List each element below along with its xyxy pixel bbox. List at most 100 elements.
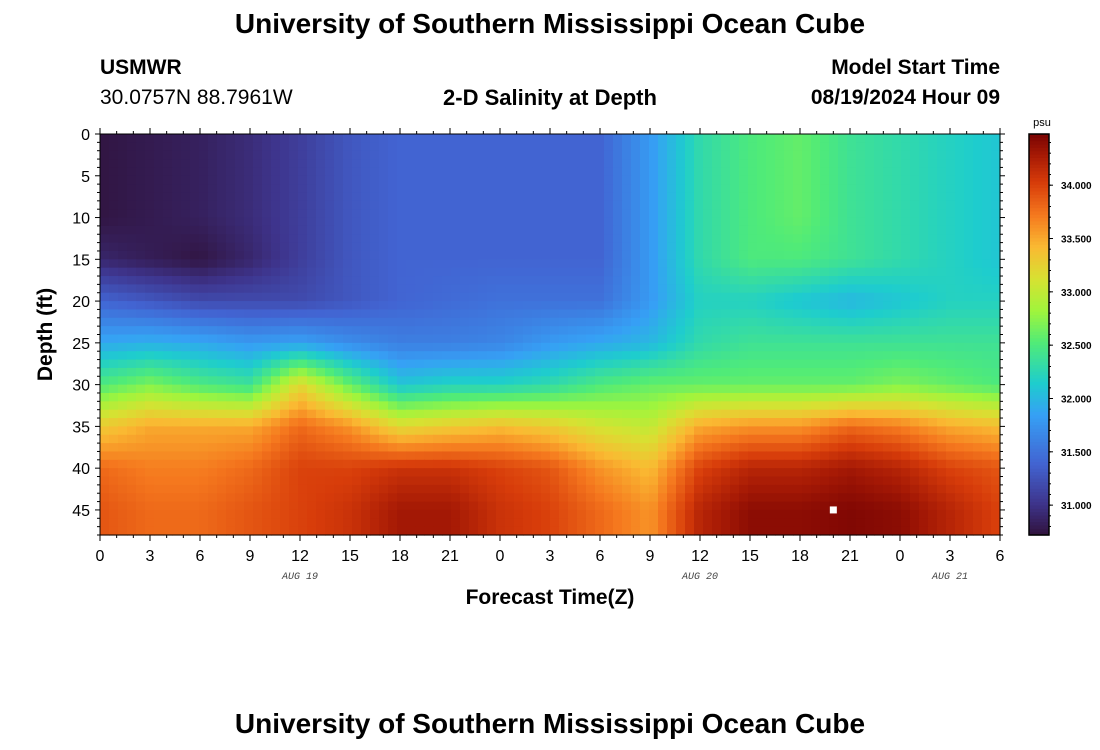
heatmap-cell (820, 292, 830, 302)
heatmap-cell (226, 217, 236, 227)
heatmap-cell (667, 526, 677, 536)
heatmap-cell (865, 292, 875, 302)
heatmap-cell (550, 518, 560, 528)
heatmap-cell (928, 359, 938, 369)
heatmap-cell (595, 476, 605, 486)
heatmap-cell (208, 401, 218, 411)
heatmap-cell (316, 217, 326, 227)
heatmap-cell (802, 192, 812, 202)
heatmap-cell (244, 276, 254, 285)
heatmap-cell (568, 234, 578, 244)
heatmap-cell (289, 392, 299, 402)
heatmap-cell (433, 359, 443, 369)
heatmap-cell (892, 276, 902, 285)
heatmap-cell (370, 250, 380, 260)
heatmap-cell (667, 501, 677, 511)
heatmap-cell (172, 509, 182, 519)
heatmap-cell (208, 134, 218, 143)
heatmap-cell (154, 334, 164, 344)
heatmap-cell (406, 159, 416, 169)
heatmap-cell (280, 367, 290, 377)
heatmap-cell (829, 159, 839, 169)
heatmap-cell (505, 250, 515, 260)
heatmap-cell (748, 292, 758, 302)
heatmap-cell (613, 518, 623, 528)
heatmap-cell (559, 159, 569, 169)
heatmap-cell (658, 301, 668, 311)
heatmap-cell (181, 434, 191, 444)
heatmap-cell (658, 250, 668, 260)
heatmap-cell (874, 526, 884, 536)
heatmap-cell (379, 334, 389, 344)
heatmap-cell (856, 326, 866, 336)
heatmap-cell (514, 367, 524, 377)
heatmap-cell (883, 392, 893, 402)
heatmap-cell (703, 418, 713, 427)
heatmap-cell (487, 175, 497, 185)
heatmap-cell (496, 367, 506, 377)
heatmap-cell (316, 334, 326, 344)
heatmap-cell (469, 267, 479, 277)
heatmap-cell (424, 426, 434, 436)
heatmap-cell (343, 134, 353, 143)
heatmap-cell (334, 401, 344, 411)
heatmap-cell (163, 209, 173, 219)
heatmap-cell (505, 501, 515, 511)
heatmap-cell (721, 209, 731, 219)
heatmap-cell (226, 418, 236, 427)
heatmap-cell (199, 301, 209, 311)
heatmap-cell (388, 267, 398, 277)
heatmap-cell (739, 493, 749, 503)
heatmap-cell (226, 468, 236, 478)
heatmap-cell (352, 259, 362, 269)
heatmap-cell (910, 175, 920, 185)
heatmap-cell (262, 159, 272, 169)
heatmap-cell (865, 493, 875, 503)
heatmap-cell (802, 292, 812, 302)
heatmap-cell (253, 284, 263, 294)
heatmap-cell (604, 309, 614, 319)
heatmap-cell (181, 351, 191, 361)
heatmap-cell (514, 250, 524, 260)
heatmap-cell (307, 267, 317, 277)
heatmap-cell (397, 484, 407, 494)
heatmap-cell (658, 234, 668, 244)
heatmap-cell (892, 242, 902, 252)
heatmap-cell (145, 150, 155, 160)
heatmap-cell (820, 225, 830, 235)
heatmap-cell (775, 384, 785, 394)
heatmap-cell (730, 359, 740, 369)
heatmap-cell (442, 184, 452, 194)
heatmap-cell (190, 459, 200, 469)
heatmap-cell (424, 484, 434, 494)
heatmap-cell (577, 468, 587, 478)
heatmap-cell (586, 351, 596, 361)
heatmap-cell (442, 234, 452, 244)
heatmap-cell (784, 301, 794, 311)
heatmap-cell (730, 259, 740, 269)
heatmap-cell (649, 192, 659, 202)
station-id: USMWR (100, 56, 182, 79)
heatmap-cell (541, 317, 551, 327)
heatmap-cell (622, 476, 632, 486)
heatmap-cell (892, 134, 902, 143)
heatmap-cell (424, 317, 434, 327)
heatmap-cell (469, 493, 479, 503)
heatmap-cell (901, 200, 911, 210)
heatmap-cell (496, 376, 506, 386)
heatmap-cell (145, 225, 155, 235)
heatmap-cell (856, 209, 866, 219)
heatmap-cell (460, 509, 470, 519)
heatmap-cell (730, 250, 740, 260)
heatmap-cell (937, 317, 947, 327)
heatmap-cell (766, 284, 776, 294)
heatmap-cell (253, 342, 263, 352)
heatmap-cell (622, 200, 632, 210)
heatmap-cell (955, 175, 965, 185)
heatmap-cell (514, 184, 524, 194)
heatmap-cell (163, 192, 173, 202)
heatmap-cell (604, 159, 614, 169)
heatmap-cell (199, 292, 209, 302)
heatmap-cell (766, 225, 776, 235)
heatmap-cell (802, 418, 812, 427)
